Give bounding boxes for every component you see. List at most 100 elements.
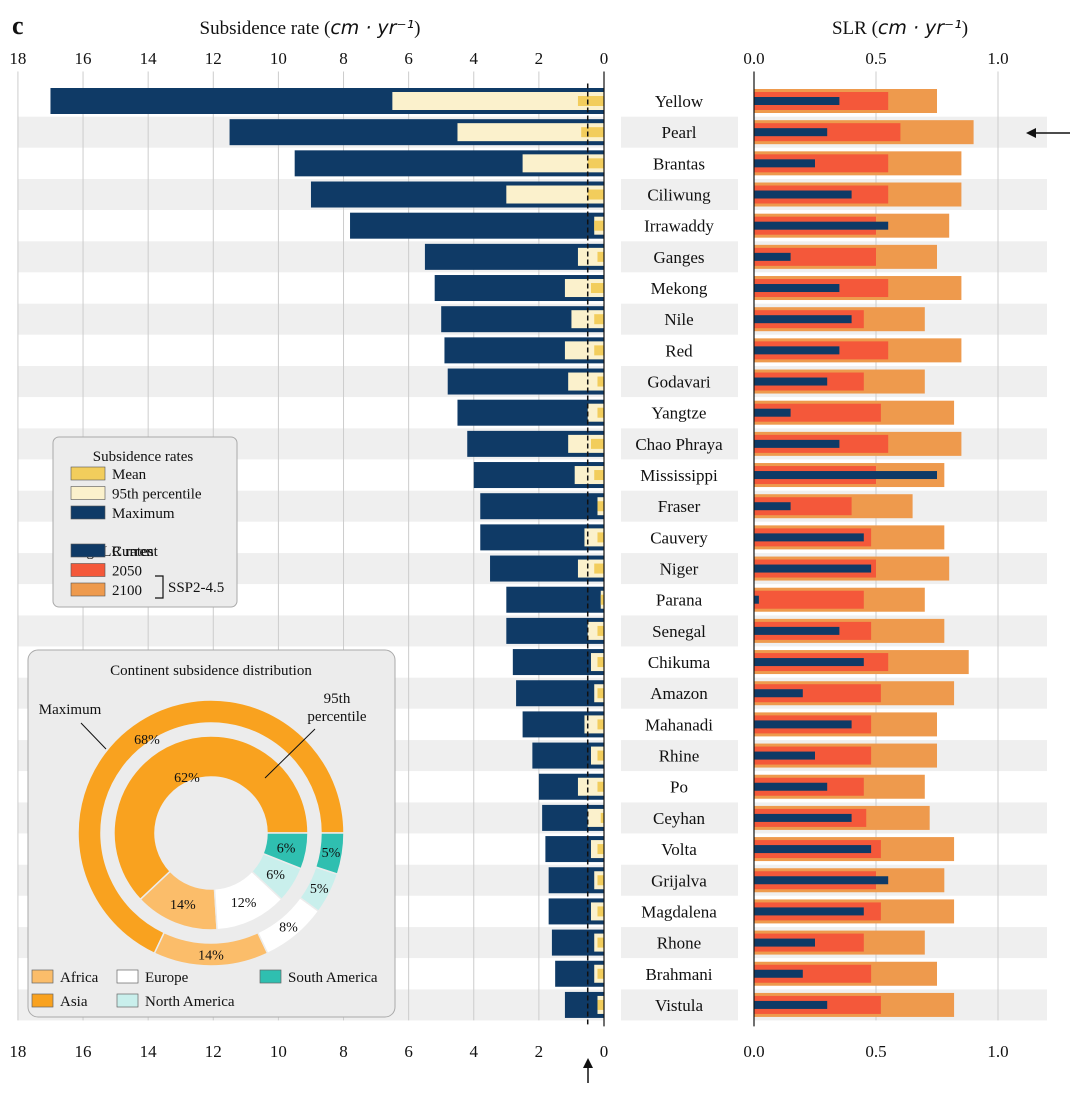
legend-label: Maximum: [112, 506, 175, 522]
row-label: Niger: [660, 560, 699, 579]
donut-value-label: 62%: [174, 771, 200, 786]
bar-mean: [590, 283, 604, 294]
row-band: [621, 428, 738, 460]
row-band: [621, 490, 738, 522]
bar-current: [754, 533, 864, 542]
row-label: Rhone: [657, 934, 701, 953]
bar-mean: [594, 563, 604, 574]
bar-current: [754, 190, 852, 199]
row-band: [621, 802, 738, 834]
bar-mean: [577, 96, 604, 106]
row-label: Ganges: [654, 248, 705, 267]
bar-maximum: [512, 649, 604, 676]
bar-mean: [600, 812, 604, 823]
row-label: Senegal: [652, 622, 706, 641]
bar-current: [754, 751, 815, 760]
bar-current: [754, 876, 889, 885]
row-label: Mekong: [651, 279, 708, 298]
bar-current: [754, 564, 872, 573]
tick-label-top: 0: [600, 49, 609, 68]
scenario-bracket: [155, 575, 164, 599]
row-label: Vistula: [655, 996, 704, 1015]
bar-mean: [597, 376, 604, 387]
row-label: Ceyhan: [653, 809, 705, 828]
bar-2050: [754, 154, 889, 173]
tick-label-bottom: 16: [75, 1042, 92, 1061]
bar-current: [754, 938, 815, 947]
bar-2050: [754, 684, 881, 703]
donut-title: Continent subsidence distribution: [110, 663, 312, 679]
donut-value-label: 5%: [310, 882, 329, 897]
continent-swatch: [31, 993, 54, 1008]
outer-ring-label: Maximum: [39, 702, 102, 718]
bar-mean: [597, 968, 604, 979]
row-label: Mississippi: [640, 466, 718, 485]
inner-ring-leader: [264, 728, 316, 779]
tick-label-top: 16: [75, 49, 92, 68]
tick-label-bottom: 1.0: [987, 1042, 1008, 1061]
bar-current: [754, 471, 937, 480]
bar-current: [754, 502, 791, 511]
bar-mean: [600, 594, 604, 605]
bar-current: [754, 658, 864, 667]
bar-maximum: [480, 524, 604, 551]
continent-inset: Continent subsidence distribution 68% 14%…: [27, 649, 396, 1018]
row-label: Yellow: [655, 92, 704, 111]
row-label: Yangtze: [652, 404, 707, 423]
tick-label-bottom: 10: [270, 1042, 287, 1061]
legend-title-subsidence: Subsidence rates: [93, 449, 194, 465]
row-band: [621, 615, 738, 647]
continent-swatch: [259, 969, 282, 984]
row-band: [621, 179, 738, 211]
row-label: Brahmani: [645, 965, 712, 984]
donut-value-label: 68%: [134, 733, 160, 748]
bar-mean: [581, 127, 604, 138]
bar-current: [754, 1000, 828, 1009]
bar-mean: [597, 750, 604, 761]
legend-label: 2050: [112, 564, 142, 580]
row-label: Volta: [661, 840, 697, 859]
bar-current: [754, 284, 840, 293]
subsidence-bars: [50, 83, 605, 1025]
row-band: [621, 241, 738, 273]
row-band: [621, 366, 738, 398]
tick-label-bottom: 2: [535, 1042, 544, 1061]
row-band: [621, 303, 738, 335]
bar-maximum: [480, 493, 604, 520]
bar-current: [754, 720, 852, 729]
bar-95th: [392, 92, 604, 110]
tick-label-bottom: 8: [339, 1042, 348, 1061]
bar-95th: [506, 185, 604, 204]
row-label: Pearl: [662, 123, 697, 142]
bar-mean: [597, 844, 604, 855]
continent-label: Asia: [60, 994, 88, 1010]
bar-mean: [597, 657, 604, 668]
legend-label: Mean: [112, 467, 147, 483]
tick-label-bottom: 0: [600, 1042, 609, 1061]
bar-2050: [754, 247, 876, 266]
bar-current: [754, 439, 840, 448]
legend-swatch-current: [70, 543, 106, 558]
bar-mean: [594, 345, 604, 356]
tick-label-bottom: 0.5: [865, 1042, 886, 1061]
continent-swatch: [116, 993, 139, 1008]
donut-value-label: 8%: [279, 921, 298, 936]
row-label: Grijalva: [651, 871, 707, 890]
donut-value-label: 6%: [277, 841, 296, 856]
bar-maximum: [424, 243, 604, 270]
bar-mean: [597, 532, 604, 543]
bar-current: [754, 377, 828, 386]
bar-mean: [587, 158, 604, 169]
bar-maximum: [457, 399, 604, 426]
bar-current: [754, 346, 840, 355]
bar-mean: [597, 688, 604, 699]
bar-mean: [597, 781, 604, 792]
bar-mean: [597, 906, 604, 917]
row-label: Irrawaddy: [644, 217, 714, 236]
legend-swatch-95th-percentile: [70, 486, 106, 500]
subsidence-legend: Subsidence rates Mean 95th percentile Maxi…: [52, 436, 238, 608]
row-band: [621, 864, 738, 896]
continent-label: South America: [288, 970, 378, 986]
tick-label-top: 18: [9, 49, 26, 68]
